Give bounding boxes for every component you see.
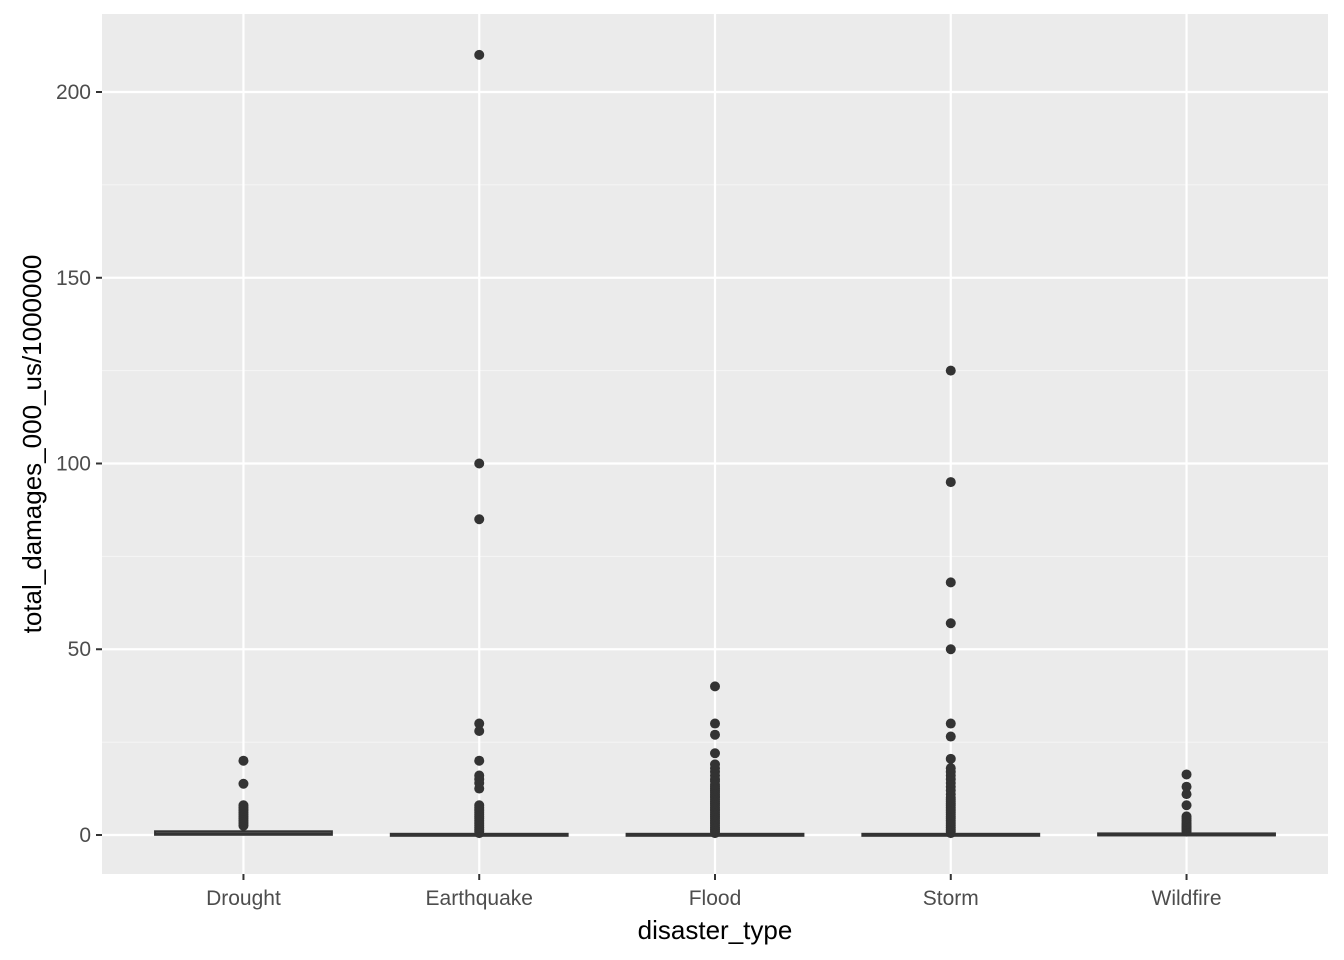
outlier-point <box>474 770 485 781</box>
outlier-point <box>474 514 485 525</box>
outlier-point <box>238 755 249 766</box>
outlier-point <box>474 725 485 736</box>
outlier-point <box>945 763 956 774</box>
y-tick-label: 150 <box>56 267 91 290</box>
outlier-point <box>710 729 720 740</box>
y-tick-label: 200 <box>56 81 91 104</box>
y-axis: 0 50 100 150 200 <box>56 81 102 847</box>
outlier-point <box>474 755 485 766</box>
x-tick-label: Storm <box>923 887 979 910</box>
y-tick-label: 100 <box>56 453 91 476</box>
outlier-point <box>238 778 249 789</box>
outlier-point <box>1181 811 1192 822</box>
outlier-point <box>945 618 956 629</box>
x-axis-title: disaster_type <box>638 915 793 945</box>
y-tick-label: 50 <box>68 638 91 661</box>
outlier-point <box>1181 789 1192 800</box>
outlier-points <box>238 49 1192 839</box>
outlier-point <box>1181 781 1192 792</box>
outlier-point <box>238 800 249 811</box>
outlier-point <box>945 753 956 764</box>
outlier-point <box>710 681 720 692</box>
x-tick-label: Drought <box>206 887 281 910</box>
outlier-point <box>474 458 485 469</box>
outlier-point <box>474 800 485 811</box>
outlier-point <box>1181 769 1192 780</box>
outlier-point <box>710 718 720 729</box>
x-tick-label: Flood <box>689 887 742 910</box>
outlier-point <box>945 718 956 729</box>
outlier-point <box>474 718 485 729</box>
x-tick-label: Wildfire <box>1152 887 1222 910</box>
outlier-point <box>945 477 956 488</box>
outlier-point <box>945 577 956 588</box>
y-axis-title: total_damages_000_us/1000000 <box>17 255 47 634</box>
outlier-point <box>945 644 956 655</box>
outlier-point <box>945 365 956 376</box>
outlier-point <box>710 748 720 759</box>
y-tick-label: 0 <box>79 824 91 847</box>
outlier-point <box>710 759 720 770</box>
x-axis: Drought Earthquake Flood Storm Wildfire <box>206 874 1222 910</box>
outlier-point <box>945 731 956 742</box>
x-tick-label: Earthquake <box>426 887 533 910</box>
outlier-point <box>1181 800 1192 811</box>
outlier-point <box>474 49 485 60</box>
